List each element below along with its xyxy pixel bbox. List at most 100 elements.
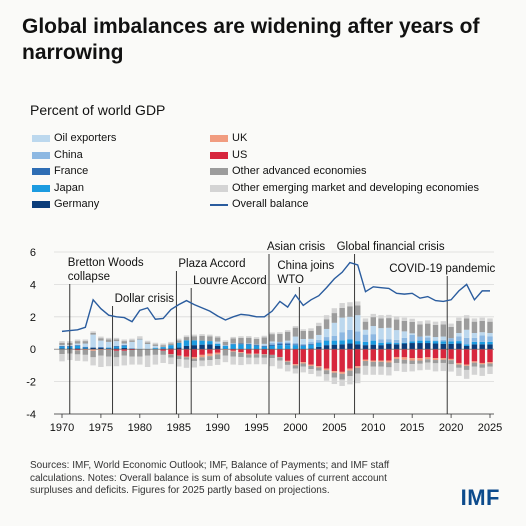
bar-segment <box>59 341 65 343</box>
bar-segment <box>222 340 229 342</box>
bar-segment <box>393 316 400 320</box>
bar-segment <box>440 324 447 337</box>
event-label: Louvre Accord <box>193 275 267 287</box>
bar-segment <box>129 340 135 342</box>
bar-segment <box>277 345 283 350</box>
bar-segment <box>277 343 283 346</box>
bar-segment <box>222 345 229 346</box>
bar-segment <box>362 341 369 346</box>
bar-segment <box>199 334 205 336</box>
bar-segment <box>432 341 439 344</box>
bar-segment <box>479 367 485 376</box>
bar-segment <box>207 353 213 357</box>
bar-segment <box>269 345 275 350</box>
bar-segment <box>386 362 392 368</box>
bar-segment <box>253 345 260 350</box>
bar-segment <box>331 349 338 372</box>
legend-swatch <box>32 152 50 159</box>
bar-segment <box>59 345 65 346</box>
bar-segment <box>331 308 338 314</box>
bar-segment <box>347 316 353 330</box>
bar-segment <box>191 345 198 350</box>
bar-segment <box>487 363 493 367</box>
event-label: Asian crisis <box>267 241 325 253</box>
bar-segment <box>479 349 485 363</box>
bar-segment <box>121 345 127 346</box>
bar-segment <box>354 366 361 368</box>
bar-segment <box>74 345 81 349</box>
bar-segment <box>401 359 408 364</box>
bar-segment <box>487 321 493 333</box>
bar-segment <box>246 353 252 355</box>
bar-segment <box>463 365 470 370</box>
bar-segment <box>463 344 470 346</box>
bar-segment <box>121 339 127 342</box>
bar-segment <box>354 341 361 345</box>
bar-segment <box>176 342 182 348</box>
y-axis-label: Percent of world GDP <box>30 102 166 118</box>
bar-segment <box>191 356 198 359</box>
bar-segment <box>292 326 299 328</box>
bar-segment <box>479 364 485 368</box>
bar-segment <box>417 363 423 371</box>
bar-segment <box>230 356 236 365</box>
bar-segment <box>370 360 376 362</box>
bar-segment <box>238 352 244 357</box>
bar-segment <box>230 350 236 352</box>
bar-segment <box>176 340 182 343</box>
bar-segment <box>253 344 260 346</box>
bar-segment <box>168 349 174 355</box>
bar-segment <box>74 348 81 350</box>
bar-segment <box>300 362 306 364</box>
bar-segment <box>331 313 338 323</box>
bar-segment <box>487 344 493 350</box>
bar-segment <box>300 349 306 363</box>
bar-segment <box>82 354 89 362</box>
bar-segment <box>339 317 345 333</box>
bar-segment <box>238 356 244 366</box>
bar-segment <box>347 339 353 344</box>
bar-segment <box>152 349 159 355</box>
bar-segment <box>362 329 369 335</box>
bar-segment <box>90 357 96 366</box>
bar-segment <box>440 321 447 325</box>
bar-segment <box>105 341 112 348</box>
bar-segment <box>113 357 120 367</box>
bar-segment <box>105 348 112 350</box>
bar-segment <box>214 335 221 338</box>
bar-segment <box>308 364 314 366</box>
bar-segment <box>284 340 291 343</box>
bar-segment <box>347 368 353 371</box>
bar-segment <box>269 358 275 367</box>
bar-segment <box>339 340 345 345</box>
bar-segment <box>300 330 306 339</box>
y-tick-label: 6 <box>30 247 36 259</box>
bar-segment <box>183 337 190 341</box>
bar-segment <box>137 349 143 357</box>
bar-segment <box>191 361 198 368</box>
bar-segment <box>176 347 182 350</box>
y-tick-label: 2 <box>30 312 36 324</box>
bar-segment <box>331 372 338 378</box>
bar-segment <box>432 324 439 338</box>
bar-segment <box>370 361 376 367</box>
bar-segment <box>378 342 384 346</box>
bar-segment <box>199 354 205 358</box>
bar-segment <box>316 326 322 335</box>
bar-segment <box>393 362 400 372</box>
bar-segment <box>129 349 135 351</box>
bar-segment <box>253 354 260 358</box>
bar-segment <box>362 321 369 330</box>
bar-segment <box>316 322 322 327</box>
bar-segment <box>378 339 384 343</box>
bar-segment <box>160 349 166 351</box>
bar-segment <box>152 345 159 348</box>
bar-segment <box>82 350 89 355</box>
bar-segment <box>246 343 252 345</box>
bar-segment <box>331 340 338 345</box>
bar-segment <box>121 345 127 348</box>
bar-segment <box>183 340 190 346</box>
bar-segment <box>331 335 338 341</box>
bar-segment <box>74 345 81 346</box>
bar-segment <box>347 302 353 307</box>
